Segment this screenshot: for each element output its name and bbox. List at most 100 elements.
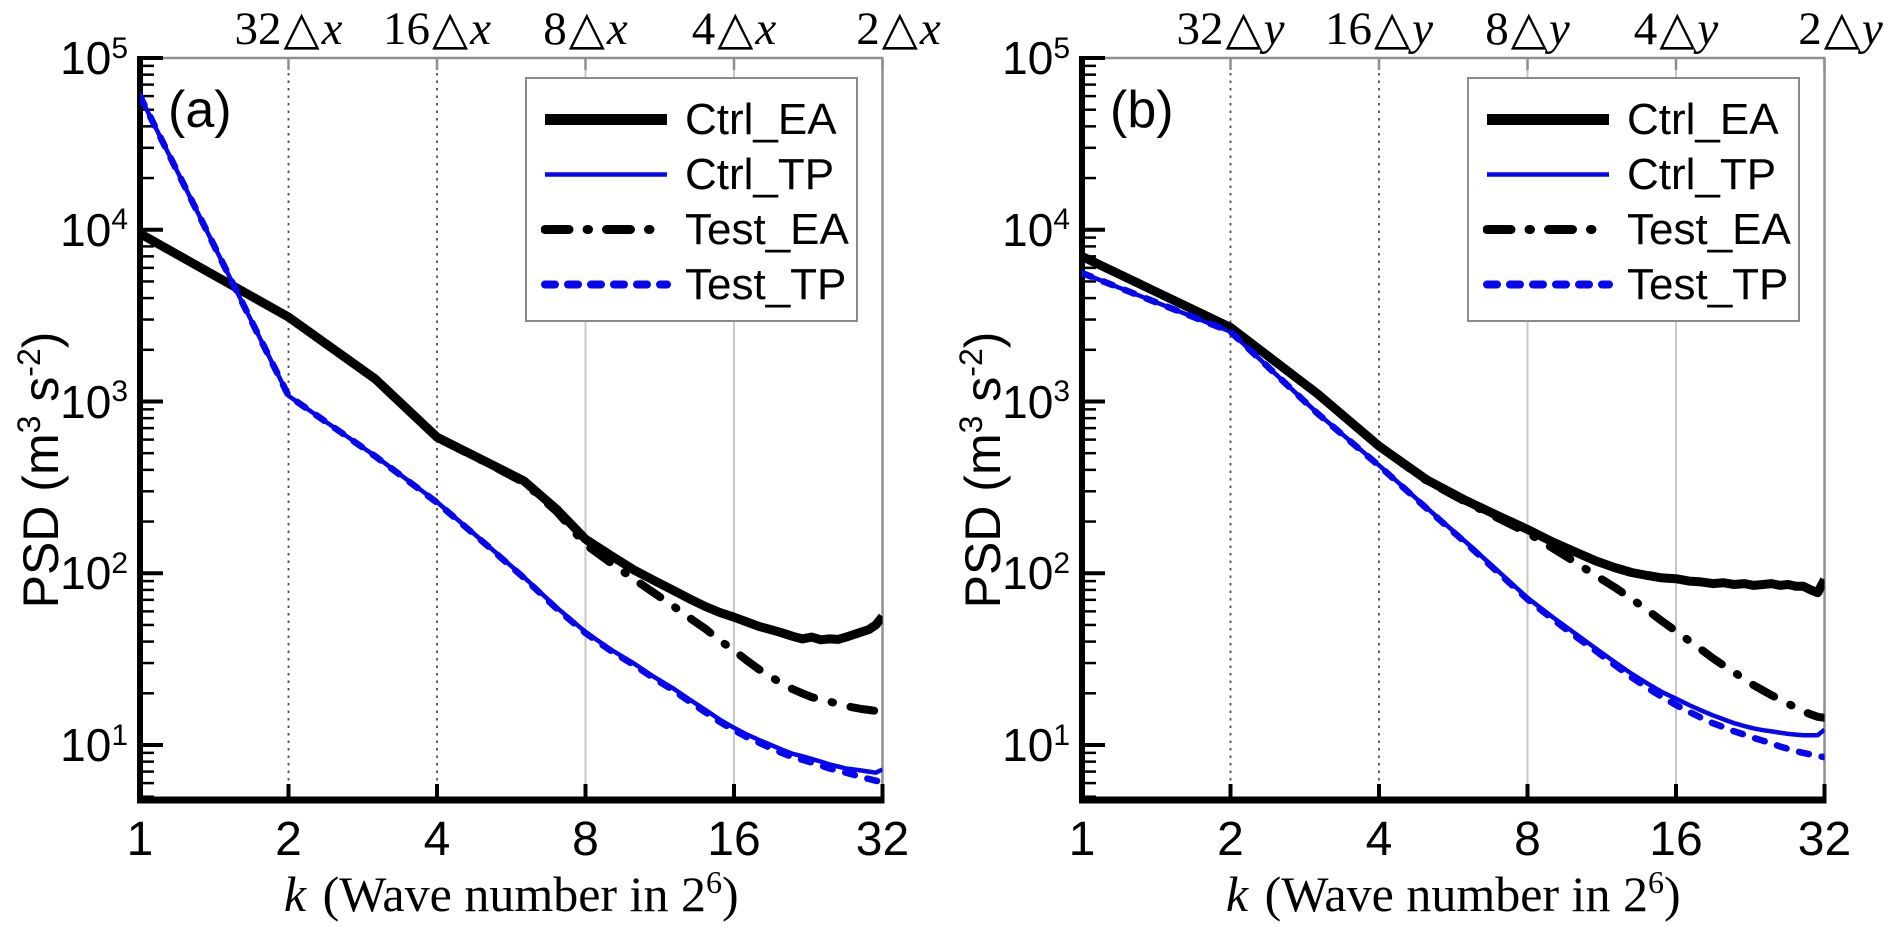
text: x (470, 3, 492, 55)
x-tick-label-b: 16 (1616, 812, 1736, 868)
text: PSD (m (13, 433, 69, 609)
text: △ (717, 3, 754, 55)
text: 10 (1002, 203, 1054, 256)
legend-label-ctrl-tp: Ctrl_TP (1627, 147, 1776, 202)
text: PSD (m (955, 433, 1011, 609)
legend-line-sample-dashed (1483, 280, 1613, 289)
text: 10 (1002, 719, 1054, 771)
text: x (755, 3, 777, 55)
text: y (1697, 3, 1719, 55)
legend-line-sample-thin-solid (1487, 172, 1609, 177)
top-axis-label-a: 16△x (327, 2, 547, 56)
legend-label-test-tp: Test_TP (685, 257, 846, 312)
y-tick-label-a: 103 (18, 374, 128, 430)
text: 10 (60, 32, 112, 84)
text: 16 (1324, 3, 1372, 55)
text: 2 (1798, 3, 1822, 55)
text: △ (568, 3, 605, 55)
legend-line-sample-dash-dot (541, 225, 671, 234)
x-tick-label-b: 4 (1319, 812, 1439, 868)
text: 8 (1485, 3, 1509, 55)
text: y (1412, 3, 1434, 55)
text: s (955, 376, 1011, 416)
text: 2 (1217, 813, 1244, 866)
text: y (1263, 3, 1285, 55)
text: △ (881, 3, 918, 55)
y-tick-label-b: 104 (960, 202, 1070, 258)
text: 4 (111, 203, 128, 237)
legend-item-test-ea: Test_EA (1469, 202, 1798, 257)
text: (Wave number in 2 (1252, 866, 1648, 922)
text: ) (721, 866, 739, 922)
x-tick-label-a: 1 (80, 812, 200, 868)
legend-line-sample-thin-solid (545, 172, 667, 177)
text: 10 (60, 719, 112, 771)
text: 16 (1649, 813, 1703, 866)
top-axis-label-a: 2△x (789, 2, 1009, 56)
top-axis-label-a: 4△x (624, 2, 844, 56)
text: ) (955, 331, 1011, 349)
top-axis-label-b: 4△y (1566, 2, 1786, 56)
text: 4 (1365, 813, 1393, 866)
y-tick-label-a: 102 (18, 545, 128, 601)
legend-item-ctrl-ea: Ctrl_EA (527, 92, 856, 147)
y-tick-label-a: 104 (18, 202, 128, 258)
legend-label-ctrl-ea: Ctrl_EA (1627, 92, 1779, 147)
text: △ (431, 3, 469, 55)
text: 6 (1647, 864, 1664, 901)
x-tick-label-b: 1 (1022, 812, 1142, 868)
text: 1 (126, 813, 154, 866)
curve-test-ea-b (1082, 252, 1825, 722)
x-tick-label-a: 4 (377, 812, 497, 868)
text: 10 (60, 547, 112, 600)
text: △ (1823, 3, 1860, 55)
text: 4 (423, 813, 451, 866)
top-axis-label-b: 2△y (1731, 2, 1892, 56)
text: Ctrl_TP (685, 150, 835, 199)
legend-label-test-tp: Test_TP (1627, 257, 1788, 312)
text: 3 (1053, 375, 1070, 408)
y-tick-label-b: 102 (960, 545, 1070, 601)
text: k (283, 866, 307, 922)
x-tick-label-a: 8 (526, 812, 646, 868)
text: Test_EA (1627, 205, 1791, 254)
curve-ctrl-ea-b (1082, 252, 1825, 598)
y-axis-label-a: PSD (m3 s-2) (11, 230, 70, 710)
text: △ (283, 3, 320, 55)
y-axis-label-b: PSD (m3 s-2) (953, 230, 1012, 710)
text: 2 (856, 3, 880, 55)
curve-test-tp-a (140, 92, 883, 786)
text: x (606, 3, 628, 55)
text: y (1548, 3, 1570, 55)
text: 1 (1053, 718, 1070, 752)
x-tick-label-a: 32 (823, 812, 943, 868)
text: Ctrl_TP (1627, 150, 1777, 199)
panel-letter-b: (b) (1110, 82, 1174, 138)
text: Test_EA (685, 205, 849, 254)
text: (b) (1110, 81, 1174, 139)
text: (a) (168, 81, 232, 139)
y-tick-label-b: 103 (960, 374, 1070, 430)
text: 8 (572, 813, 599, 866)
curve-ctrl-tp-b (1082, 270, 1825, 738)
text: 2 (275, 813, 302, 866)
legend-item-test-tp: Test_TP (1469, 257, 1798, 312)
legend-line-sample-dashed (541, 280, 671, 289)
text: 2 (1053, 546, 1070, 580)
text: 4 (691, 3, 716, 55)
x-tick-label-b: 32 (1765, 812, 1885, 868)
text: 6 (705, 864, 722, 901)
text: 10 (1002, 375, 1054, 428)
text: 5 (111, 31, 128, 65)
text: (Wave number in 2 (310, 866, 706, 922)
text: △ (1373, 3, 1411, 55)
text: 1 (1068, 813, 1096, 866)
curve-test-ea-a (140, 229, 883, 715)
legend-b: Ctrl_EA Ctrl_TP Test_EA Test_TP (1467, 77, 1800, 322)
legend-item-test-tp: Test_TP (527, 257, 856, 312)
text: 5 (1053, 31, 1070, 65)
top-axis-label-a: 8△x (476, 2, 696, 56)
text: Test_TP (685, 260, 847, 309)
